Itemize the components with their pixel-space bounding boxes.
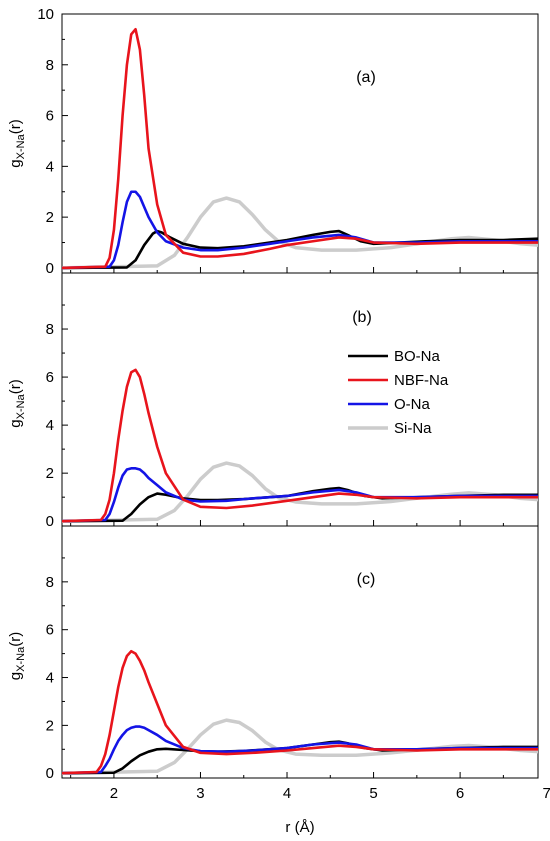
x-tick-label: 6 (456, 785, 464, 802)
panel-frame (61, 13, 539, 274)
legend-entry: BO-Na (348, 348, 441, 365)
legend-entry: Si-Na (348, 420, 432, 437)
legend-entry: NBF-Na (348, 372, 449, 389)
y-tick-label: 0 (46, 260, 54, 277)
panel-frame (61, 525, 539, 779)
legend-label: O-Na (394, 396, 430, 413)
curves (62, 368, 538, 523)
y-axis-title: gX-Na(r) (7, 119, 27, 167)
y-tick-label: 6 (46, 108, 54, 125)
y-axis-title: gX-Na(r) (7, 379, 27, 427)
curves (62, 649, 538, 775)
x-tick-label: 3 (196, 785, 204, 802)
panel-label: (b) (352, 309, 372, 326)
y-tick-label: 6 (46, 369, 54, 386)
x-axis-title: r (Å) (285, 819, 314, 836)
panel-label: (c) (357, 571, 376, 588)
curves (62, 27, 538, 270)
y-tick-label: 10 (37, 6, 54, 23)
series-o-na (62, 190, 538, 270)
panel-1: 0 2 4 6 8 10 gX-Na(r) (a) (7, 6, 539, 277)
x-tick-label: 4 (283, 785, 291, 802)
series-nbf-na (62, 368, 538, 523)
y-tick-label: 0 (46, 513, 54, 530)
y-tick-label: 8 (46, 321, 54, 338)
y-tick-label: 8 (46, 574, 54, 591)
series-si-na (62, 196, 538, 270)
series-nbf-na (62, 649, 538, 775)
y-tick-label: 8 (46, 57, 54, 74)
series-nbf-na (62, 27, 538, 270)
x-tick-label: 2 (110, 785, 118, 802)
y-axis-title: gX-Na(r) (7, 632, 27, 680)
panels: 0 2 4 6 8 10 gX-Na(r) (a) 0 2 4 6 8 gX-Na(r) (b) 0 2 4 6 8 2… (7, 6, 550, 802)
panel-label: (a) (356, 69, 376, 86)
y-tick-label: 4 (46, 158, 54, 175)
legend-label: NBF-Na (394, 372, 449, 389)
y-tick-label: 4 (46, 417, 54, 434)
y-tick-label: 0 (46, 765, 54, 782)
legend-entry: O-Na (348, 396, 430, 413)
y-tick-label: 6 (46, 622, 54, 639)
panel-frame (61, 272, 539, 527)
x-tick-label: 5 (369, 785, 377, 802)
x-tick-label: 7 (542, 785, 550, 802)
y-tick-label: 4 (46, 670, 54, 687)
y-tick-label: 2 (46, 209, 54, 226)
legend-label: BO-Na (394, 348, 441, 365)
y-tick-label: 2 (46, 717, 54, 734)
y-tick-label: 2 (46, 465, 54, 482)
legend: BO-Na NBF-Na O-Na Si-Na (348, 348, 449, 437)
legend-label: Si-Na (394, 420, 432, 437)
panel-2: 0 2 4 6 8 gX-Na(r) (b) (7, 272, 539, 530)
panel-3: 0 2 4 6 8 2 3 4 5 6 7 gX-Na(r) (c) (7, 525, 550, 802)
